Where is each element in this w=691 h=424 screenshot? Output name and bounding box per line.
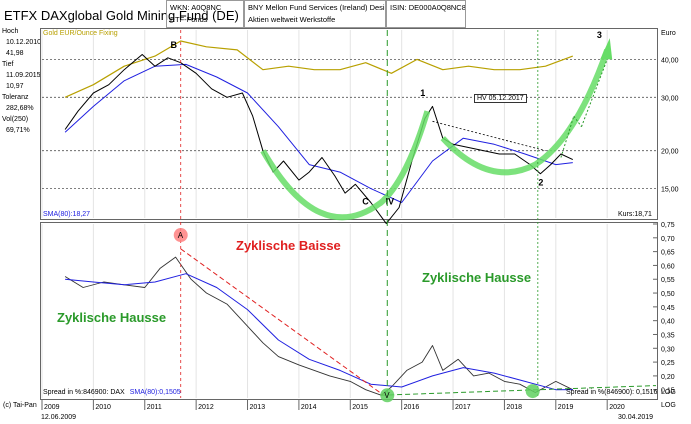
start-date-label: 12.06.2009 [41,414,77,421]
copyright-label: (c) Tai-Pan [3,402,37,409]
spread-tick-label: 0,15 [661,388,675,395]
tolerance-value: 282,68% [6,105,34,112]
trough-marker-circle-2 [525,384,540,399]
hausse-left-label: Zyklische Hausse [57,310,167,325]
spread-tick-label: 0,75 [661,222,675,229]
spread-name: Spread in %:846900: DAX [43,389,125,396]
volatility-label: Vol(250) [2,116,29,123]
spread-label: Spread in %:846900: DAX SMA(80):0,1505 [43,389,181,396]
spread-sma-label: SMA(80):0,1505 [129,389,181,396]
x-tick-label: 2020 [609,404,625,411]
x-tick-label: 2016 [404,404,420,411]
sector-label: Aktien weltweit Werkstoffe [248,15,336,24]
cup-arc-1 [260,110,431,221]
top-trendline [432,120,546,152]
x-tick-label: 2011 [147,404,162,411]
hausse-trendline [381,385,657,396]
log-label-spread: LOG [661,389,676,396]
x-tick-label: 2019 [558,404,574,411]
spread-tick-label: 0,45 [661,305,675,312]
wave-label-3: 3 [597,30,602,40]
issuer-label: BNY Mellon Fund Services (Ireland) Desig [248,3,386,12]
trough-marker-circle-1 [380,388,395,403]
spread-tick-label: 0,70 [661,236,675,243]
peak-marker-circle [173,228,188,243]
cup-arc-2 [440,48,611,176]
fund-type-label: ETF-Fonds [170,15,208,24]
x-tick-label: 2009 [44,404,60,411]
end-date-label: 30.04.2019 [618,414,654,421]
spread-tick-label: 0,25 [661,360,675,367]
wave-label-v: V [384,391,390,400]
wave-label-iv: IV [386,196,395,206]
spread-tick-label: 0,65 [661,250,675,257]
wkn-label: WKN: A0Q8NC [170,3,222,12]
volatility-value: 69,71% [6,127,30,134]
price-tick-label: 40,00 [661,57,679,64]
x-tick-label: 2015 [352,404,368,411]
x-tick-label: 2013 [250,404,266,411]
x-tick-label: 2017 [455,404,471,411]
spread-chart-frame [40,222,658,400]
high-value: 41,98 [6,50,24,57]
spread-tick-label: 0,55 [661,277,675,284]
spread-tick-label: 0,35 [661,332,675,339]
price-label: Kurs:18,71 [618,211,652,218]
issuer-box: BNY Mellon Fund Services (Ireland) Desig… [244,0,386,28]
wave-label-a: A [178,231,184,240]
log-label-bottom: LOG [661,402,676,409]
spread-tick-label: 0,20 [661,374,675,381]
spread-sma-line [65,273,573,391]
x-tick-label: 2014 [301,404,317,411]
spread-right-label: Spread in %(846900): 0,1516 [566,389,658,396]
hv-date-label: HV 05.12.2017 [474,94,527,103]
gold-legend: Gold EUR/Ounce Fixing [43,30,118,37]
spread-tick-label: 0,50 [661,291,675,298]
isin-box: ISIN: DE000A0Q8NC8 [386,0,466,28]
wave-label-c: C [362,196,369,206]
page-title: ETFX DAXglobal Gold Mining Fund (DE) [4,8,239,23]
wave-label-b: B [170,40,177,50]
low-value: 10,97 [6,83,24,90]
x-tick-label: 2018 [506,404,522,411]
price-sma-line [64,63,573,203]
baisse-trendline [180,248,384,396]
low-date: 11.09.2015 [6,72,41,79]
spread-tick-label: 0,40 [661,319,675,326]
high-date: 10.12.2010 [6,39,42,46]
baisse-label: Zyklische Baisse [236,238,341,253]
projection-up-2 [581,59,608,127]
price-tick-label: 30,00 [661,95,679,102]
hausse-right-label: Zyklische Hausse [422,270,532,285]
spread-tick-label: 0,60 [661,263,675,270]
wave-label-2: 2 [538,178,543,188]
x-tick-label: 2012 [198,404,214,411]
wave-label-1: 1 [420,88,425,98]
price-tick-label: 15,00 [661,187,679,194]
price-tick-label: 20,00 [661,149,679,156]
gold-price-line [64,40,574,98]
stats-sidebar: Hoch 10.12.2010 41,98 Tief 11.09.2015 10… [0,28,42,148]
x-tick-label: 2010 [95,404,111,411]
projection-up-1 [560,115,575,158]
isin-label: ISIN: DE000A0Q8NC8 [390,3,466,12]
wkn-box: WKN: A0Q8NC ETF-Fonds [166,0,244,28]
spread-tick-label: 0,30 [661,346,675,353]
top-sma-label: SMA(80):18,27 [43,211,91,218]
price-line [64,54,574,225]
arc-arrow-head [600,38,613,60]
currency-label: Euro [661,30,676,37]
high-label: Hoch [2,28,19,35]
spread-line [64,256,573,396]
low-label: Tief [2,61,14,68]
tolerance-label: Toleranz [2,94,29,101]
